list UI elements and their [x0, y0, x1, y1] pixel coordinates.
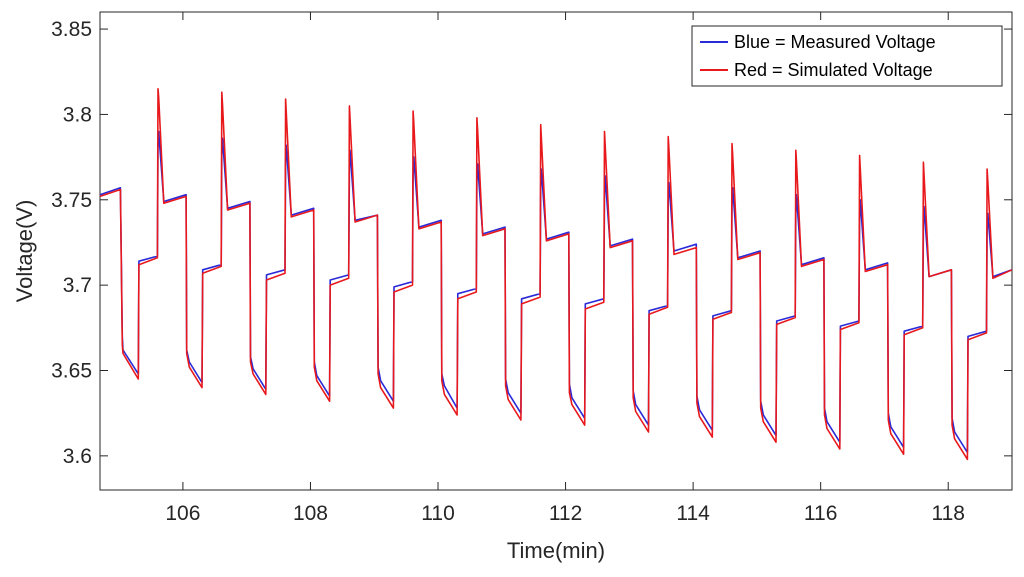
legend: Blue = Measured Voltage Red = Simulated … [691, 25, 1003, 87]
series-layer [99, 88, 1013, 461]
x-tick-label: 112 [549, 502, 582, 525]
ticks-layer: 106 108 110 112 114 116 118 3.6 3.65 3.7 3.75 3.8 3.… [51, 12, 1012, 525]
y-axis-title: Voltage(V) [12, 200, 37, 303]
y-tick-label: 3.65 [51, 360, 92, 383]
x-tick-label: 110 [421, 502, 454, 525]
legend-box [691, 25, 1003, 87]
y-tick-label: 3.7 [63, 274, 92, 297]
y-tick-label: 3.8 [63, 103, 92, 126]
simulated-voltage-line [99, 88, 1013, 461]
y-tick-label: 3.75 [51, 189, 92, 212]
x-tick-label: 106 [165, 502, 200, 525]
x-tick-label: 114 [676, 502, 710, 525]
y-tick-label: 3.6 [63, 445, 92, 468]
legend-label-simulated: Red = Simulated Voltage [734, 60, 933, 80]
x-axis-title: Time(min) [507, 538, 605, 563]
x-tick-label: 108 [293, 502, 328, 525]
legend-label-measured: Blue = Measured Voltage [734, 32, 936, 52]
x-tick-label: 118 [931, 502, 964, 525]
y-tick-label: 3.85 [51, 18, 92, 41]
x-tick-label: 116 [804, 502, 837, 525]
